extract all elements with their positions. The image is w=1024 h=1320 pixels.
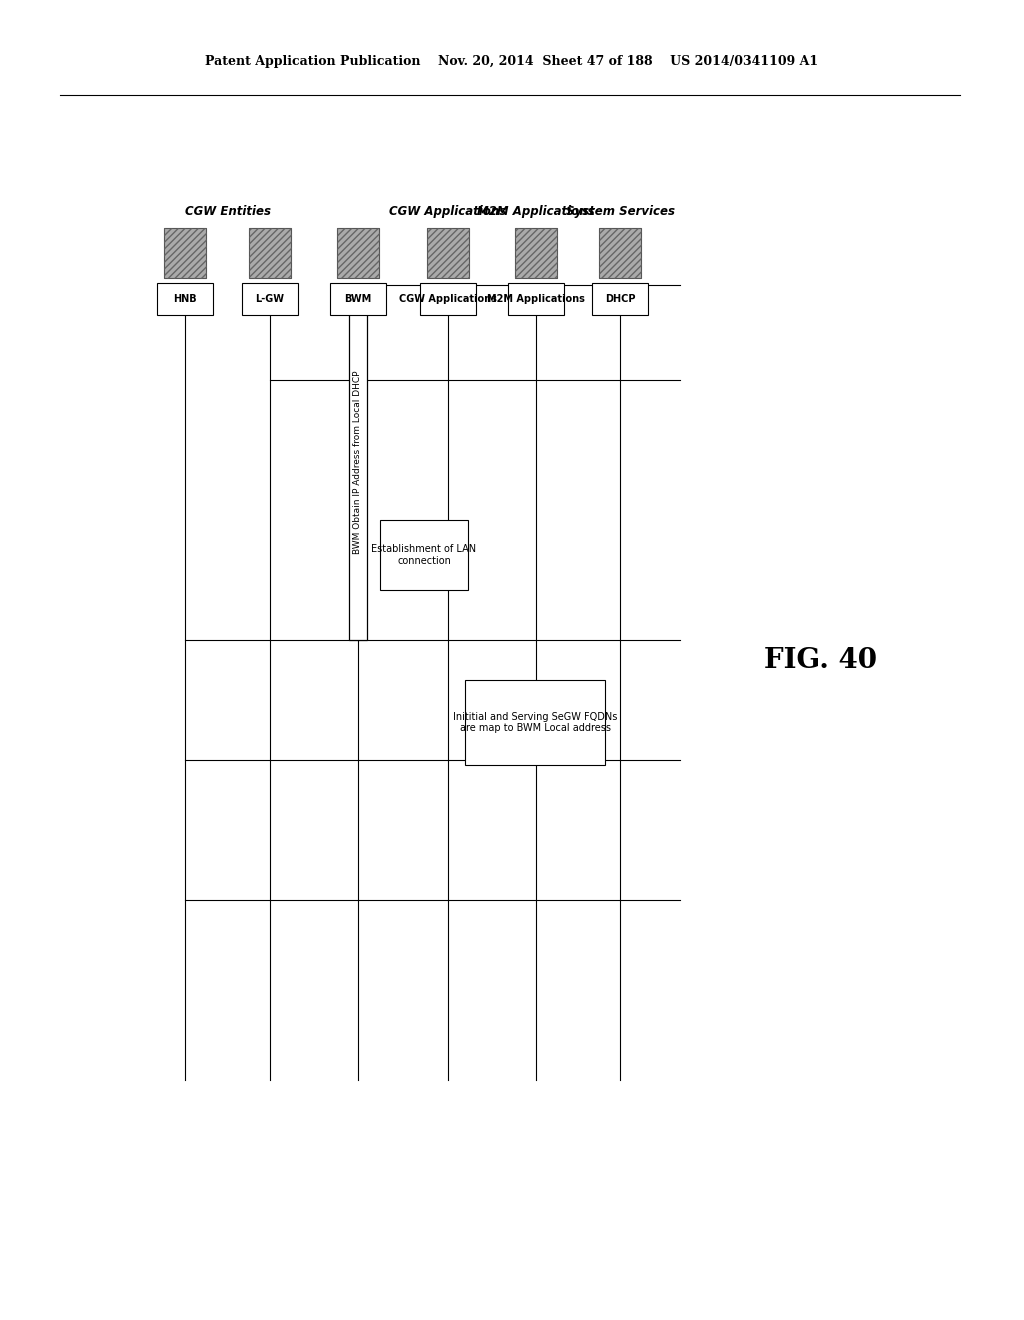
Bar (349, 285, 367, 640)
Bar (249, 228, 291, 279)
Text: CGW Entities: CGW Entities (185, 205, 271, 218)
Text: Inititial and Serving SeGW FQDNs
are map to BWM Local address: Inititial and Serving SeGW FQDNs are map… (453, 711, 617, 734)
Text: FIG. 40: FIG. 40 (764, 647, 877, 673)
Bar (164, 228, 206, 279)
Bar (420, 282, 476, 315)
Text: L-GW: L-GW (256, 294, 285, 304)
Bar (508, 282, 564, 315)
Bar (599, 228, 641, 279)
Bar (249, 228, 291, 279)
Bar (337, 228, 379, 279)
Bar (427, 228, 469, 279)
Bar (465, 680, 605, 766)
Bar (592, 282, 648, 315)
Text: CGW Applications: CGW Applications (399, 294, 497, 304)
Text: M2M Applications: M2M Applications (477, 205, 595, 218)
Text: Patent Application Publication    Nov. 20, 2014  Sheet 47 of 188    US 2014/0341: Patent Application Publication Nov. 20, … (206, 55, 818, 69)
Bar (515, 228, 557, 279)
Text: System Services: System Services (565, 205, 675, 218)
Bar (157, 282, 213, 315)
Text: CGW Applications: CGW Applications (389, 205, 507, 218)
Text: M2M Applications: M2M Applications (487, 294, 585, 304)
Bar (164, 228, 206, 279)
Bar (380, 520, 468, 590)
Bar (515, 228, 557, 279)
Text: BWM Obtain IP Address from Local DHCP: BWM Obtain IP Address from Local DHCP (353, 371, 362, 554)
Bar (599, 228, 641, 279)
Bar (242, 282, 298, 315)
Bar (337, 228, 379, 279)
Bar (330, 282, 386, 315)
Bar (427, 228, 469, 279)
Text: Establishment of LAN
connection: Establishment of LAN connection (372, 544, 476, 566)
Text: DHCP: DHCP (605, 294, 635, 304)
Text: HNB: HNB (173, 294, 197, 304)
Text: BWM: BWM (344, 294, 372, 304)
